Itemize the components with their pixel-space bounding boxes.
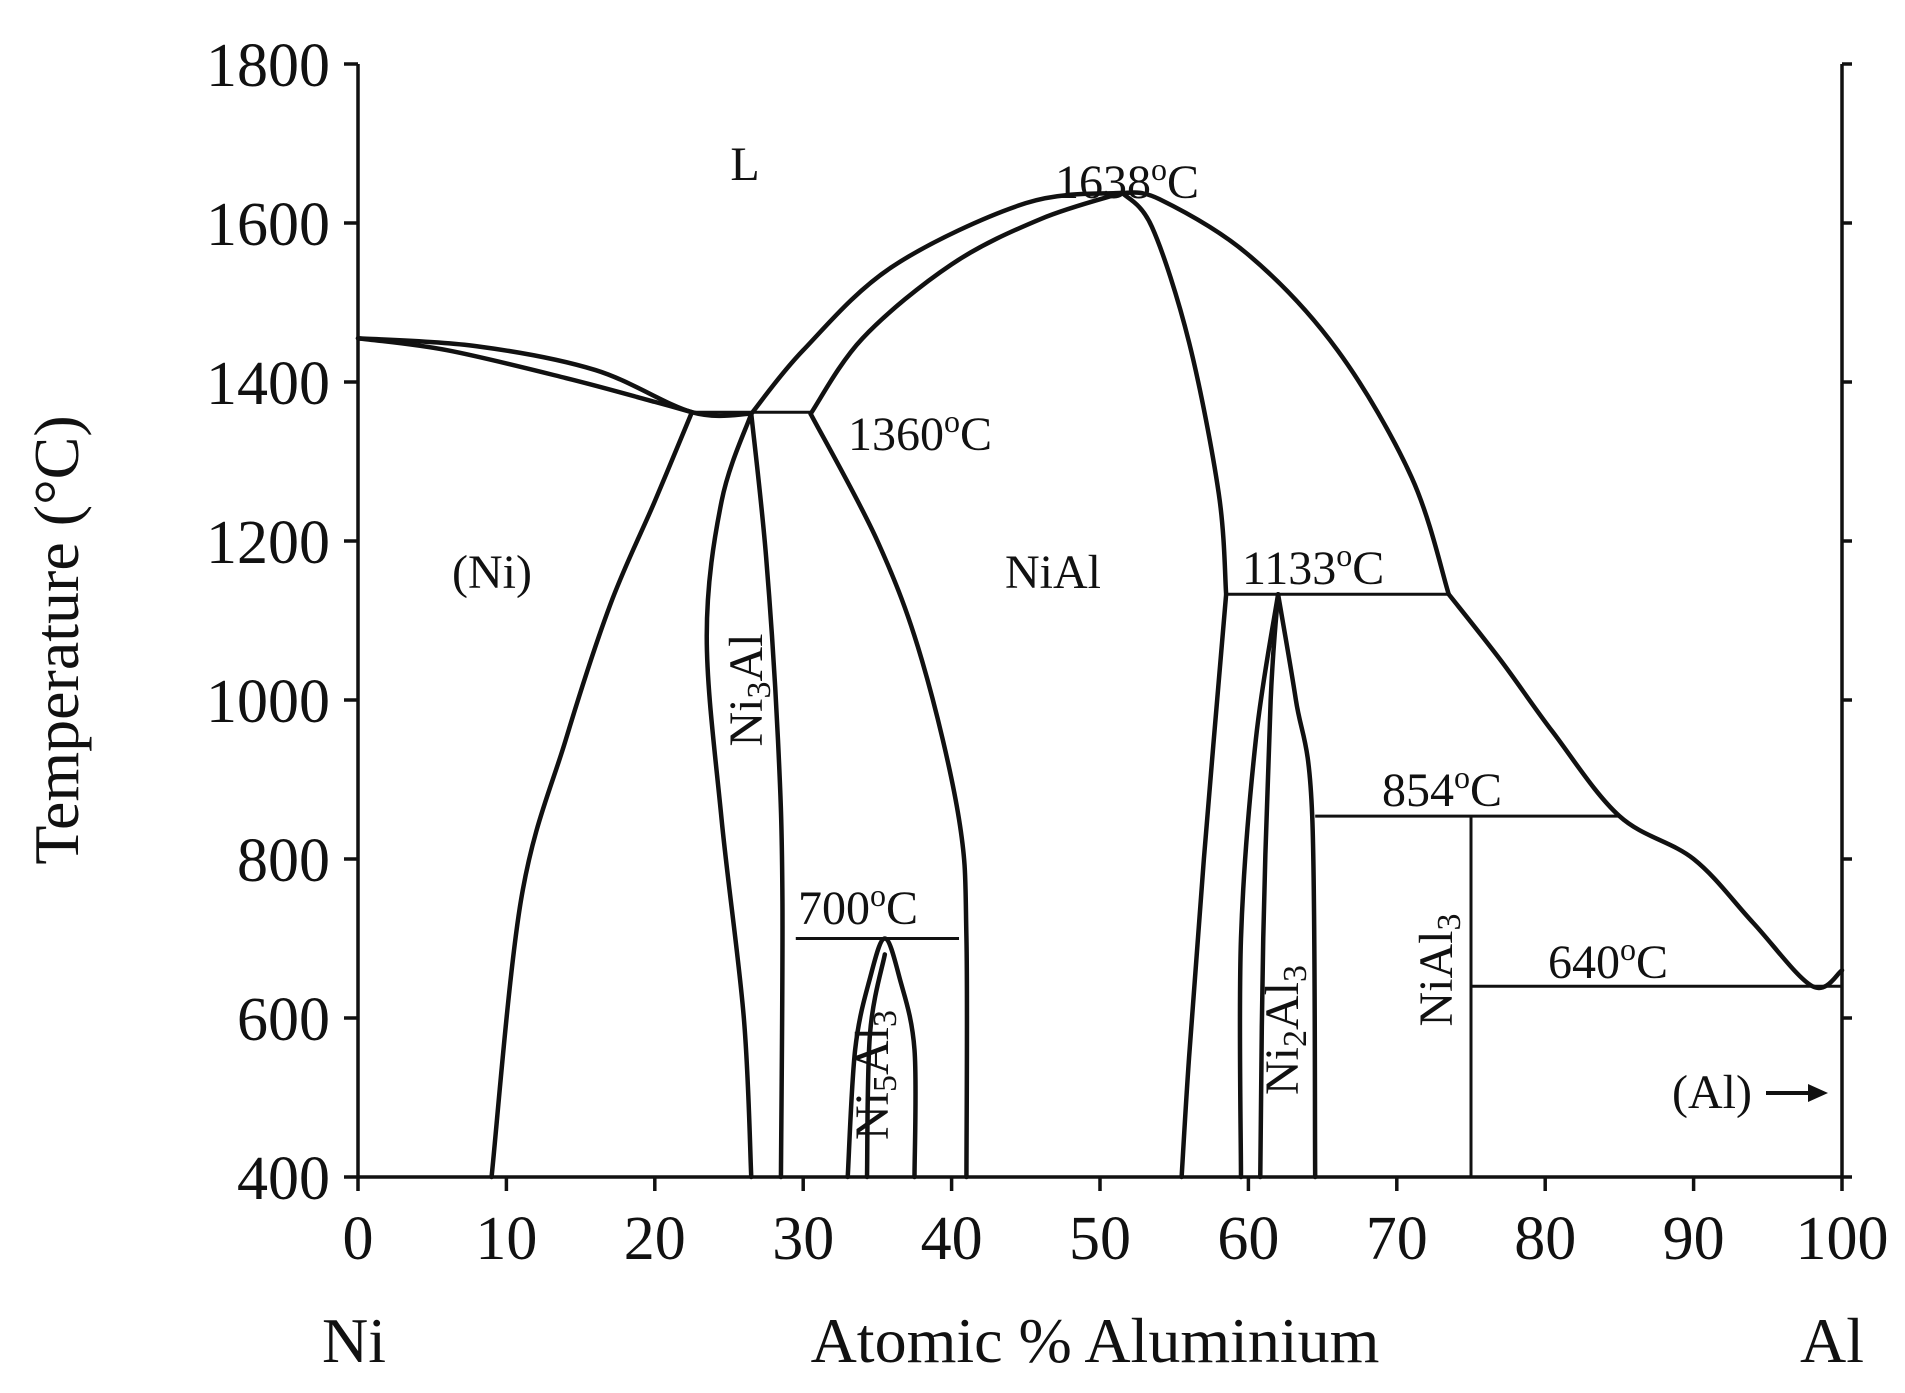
plot-frame <box>356 64 1844 1179</box>
boundary-liquidus-nial-right <box>1120 190 1451 597</box>
temp-label-640: 640oC <box>1548 931 1668 989</box>
boundary-nial-left-solvus <box>808 411 970 1180</box>
region-label-liquid: L <box>730 138 759 191</box>
boundary-nial-right-solvus <box>1179 592 1229 1180</box>
y-axis-title: Temperature (°C) <box>21 415 92 864</box>
boundary-ni-solvus <box>489 409 695 1180</box>
x-tick-label: 0 <box>343 1205 374 1273</box>
x-tick-label: 30 <box>772 1205 834 1273</box>
region-label-nial: NiAl <box>1005 546 1101 599</box>
boundary-solidus-nial-left <box>808 190 1125 417</box>
y-tick-label: 400 <box>237 1145 330 1213</box>
boundary-ni2al3-right <box>1275 592 1318 1180</box>
region-label-nial3: NiAl3 <box>1410 914 1468 1027</box>
region-label-ni5al3: Ni5Al3 <box>846 1010 904 1140</box>
y-tick-label: 1800 <box>206 32 330 100</box>
x-tick-label: 60 <box>1217 1205 1279 1273</box>
temp-label-1360: 1360oC <box>848 403 992 461</box>
x-tick-label: 20 <box>624 1205 686 1273</box>
phase-boundaries <box>355 190 1845 1180</box>
x-tick-label: 90 <box>1663 1205 1725 1273</box>
temp-label-1133: 1133oC <box>1242 537 1384 595</box>
x-axis-title: Atomic % Aluminium <box>811 1305 1380 1376</box>
boundary-solidus-ni <box>355 336 695 415</box>
boundary-ni5al3-inner <box>864 952 888 1180</box>
y-tick-label: 1000 <box>206 668 330 736</box>
al-arrow <box>1766 1084 1828 1102</box>
temp-label-854: 854oC <box>1382 759 1502 817</box>
region-label-al: (Al) <box>1672 1066 1752 1119</box>
y-tick-label: 600 <box>237 986 330 1054</box>
y-tick-label: 800 <box>237 827 330 895</box>
boundary-ni2al3-left <box>1237 592 1281 1180</box>
x-tick-label: 40 <box>921 1205 983 1273</box>
y-tick-label: 1600 <box>206 191 330 259</box>
x-tick-label: 50 <box>1069 1205 1131 1273</box>
region-label-ni: (Ni) <box>452 546 532 599</box>
boundary-ni3al-right <box>749 411 785 1180</box>
y-tick-label: 1200 <box>206 509 330 577</box>
region-label-ni3al: Ni3Al <box>720 634 778 747</box>
boundary-ni3al-left <box>704 411 754 1180</box>
x-end-label-al: Al <box>1800 1305 1864 1376</box>
boundary-solidus-nial-right <box>1120 190 1229 597</box>
boundary-ni2al3-inner <box>1258 592 1281 1180</box>
x-end-label-ni: Ni <box>322 1305 386 1376</box>
temp-label-1638: 1638oC <box>1055 151 1199 209</box>
temp-label-700: 700oC <box>798 877 918 935</box>
x-tick-label: 70 <box>1366 1205 1428 1273</box>
boundary-liquidus-nial-left <box>749 190 1125 417</box>
boundary-liquidus-al <box>1446 592 1845 991</box>
x-tick-label: 100 <box>1796 1205 1889 1273</box>
axis-ticks: 400 600 800 1000 1200 1400 1600 1800 0 10 20 30 40 50… <box>206 32 1889 1273</box>
x-tick-label: 10 <box>475 1205 537 1273</box>
y-tick-label: 1400 <box>206 350 330 418</box>
x-tick-label: 80 <box>1514 1205 1576 1273</box>
region-label-ni2al3: Ni2Al3 <box>1256 965 1314 1095</box>
